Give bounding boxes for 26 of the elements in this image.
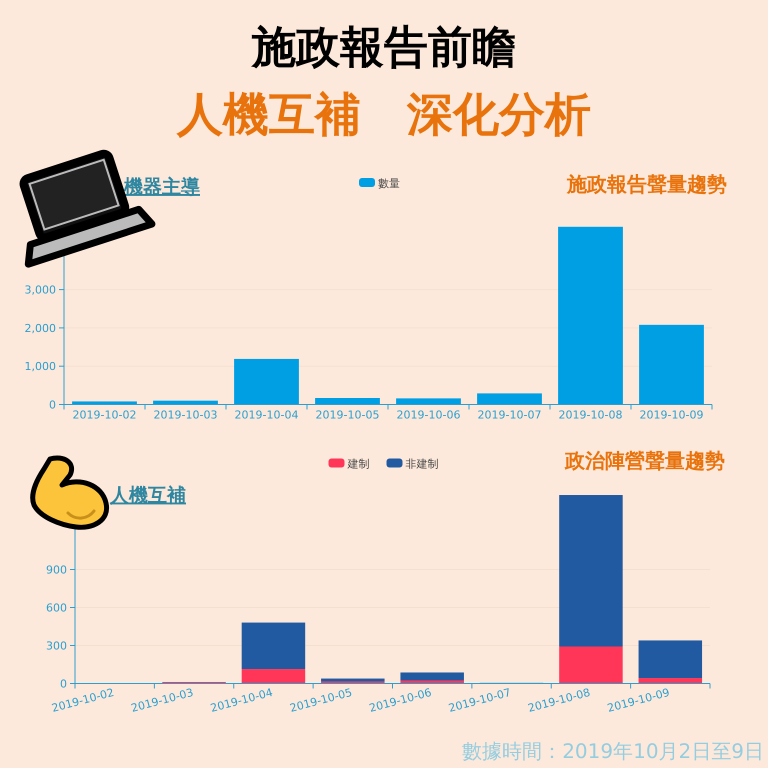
x-tick-label: 2019-10-05 <box>316 408 380 422</box>
y-tick-label: 0 <box>49 398 56 412</box>
y-tick-label: 0 <box>60 677 67 690</box>
chart-subtitle: 機器主導 <box>123 176 200 198</box>
y-tick-label: 3,000 <box>24 283 56 296</box>
x-tick-label: 2019-10-02 <box>72 408 136 422</box>
legend-label: 建制 <box>346 457 370 470</box>
legend-label: 數量 <box>378 176 400 190</box>
legend-label: 非建制 <box>406 457 438 470</box>
text: 人機互補 深化分析 <box>176 87 591 141</box>
text: 施政報告前瞻 <box>250 22 516 73</box>
x-tick-label: 2019-10-03 <box>154 408 218 422</box>
x-tick-label: 2019-10-04 <box>234 408 298 422</box>
chart-title: 政治陣營聲量趨勢 <box>564 448 725 472</box>
chart-subtitle: 人機互補 <box>109 484 186 506</box>
x-tick-label: 2019-10-06 <box>396 408 460 422</box>
y-tick-label: 300 <box>46 639 67 652</box>
y-tick-label: 1,000 <box>24 360 56 374</box>
x-tick-label: 2019-10-08 <box>558 408 622 422</box>
chart-title: 施政報告聲量趨勢 <box>566 172 727 196</box>
x-tick-label: 2019-10-07 <box>478 408 542 422</box>
y-tick-label: 900 <box>46 563 67 576</box>
x-tick-label: 2019-10-09 <box>640 408 704 422</box>
y-tick-label: 600 <box>46 601 67 614</box>
y-tick-label: 2,000 <box>24 322 56 335</box>
text: 數據時間：2019年10月2日至9日 <box>462 739 764 763</box>
